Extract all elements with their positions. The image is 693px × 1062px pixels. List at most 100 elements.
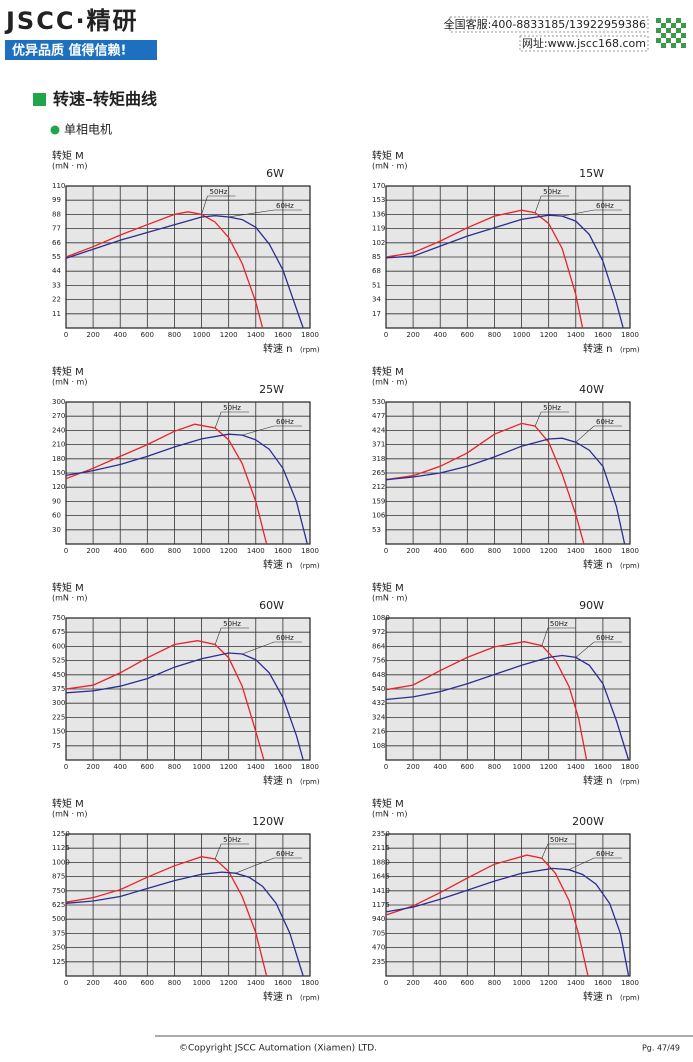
section-title: 转速–转矩曲线 [53,90,157,109]
icon-cell [666,28,671,33]
y-tick-label: 875 [52,873,65,881]
series-label: 60Hz [596,850,614,858]
x-tick-label: 800 [488,547,501,555]
x-tick-label: 400 [114,331,127,339]
leader-line [242,425,302,436]
curve [385,437,626,545]
x-axis-label: 转速 n [583,774,613,787]
y-tick-label: 66 [52,239,61,247]
x-axis-unit: (rpm) [620,994,640,1002]
leader-line [201,195,236,215]
y-tick-label: 11 [52,310,61,318]
icon-cell [676,28,681,33]
y-tick-label: 108 [372,742,385,750]
x-tick-label: 1000 [513,331,531,339]
y-tick-label: 300 [52,398,65,406]
x-axis-label: 转速 n [583,558,613,571]
plot-frame [385,401,631,545]
series-label: 60Hz [596,418,614,426]
x-axis-unit: (rpm) [300,778,320,786]
subsection-marker [50,125,60,135]
y-tick-label: 375 [52,929,65,937]
y-axis-label: 转矩 M [372,581,404,594]
y-tick-label: 625 [52,901,65,909]
y-tick-label: 675 [52,628,65,636]
curve [385,854,589,977]
x-tick-label: 1800 [301,979,319,987]
y-tick-label: 77 [52,225,61,233]
x-tick-label: 800 [488,331,501,339]
copyright: ©Copyright JSCC Automation (Xiamen) LTD. [179,1044,377,1054]
y-tick-label: 68 [372,267,381,275]
x-axis-unit: (rpm) [300,994,320,1002]
x-tick-label: 0 [384,979,388,987]
curve [385,422,585,545]
x-tick-label: 800 [488,763,501,771]
x-axis-label: 转速 n [263,774,293,787]
y-tick-label: 30 [52,526,61,534]
y-tick-label: 424 [372,426,386,434]
section-marker [33,93,46,106]
x-tick-label: 400 [114,763,127,771]
series-label: 50Hz [210,188,228,196]
curve [385,641,588,761]
x-tick-label: 200 [86,763,99,771]
y-tick-label: 235 [372,958,385,966]
series-label: 50Hz [550,620,568,628]
x-tick-label: 1600 [274,763,292,771]
x-tick-label: 200 [406,979,419,987]
x-tick-label: 1400 [247,979,265,987]
leader-line [568,857,622,870]
icon-cell [656,28,661,33]
y-tick-label: 1000 [52,858,70,866]
x-tick-label: 600 [141,547,154,555]
chart-title: 40W [579,383,604,396]
y-tick-label: 600 [52,642,65,650]
y-tick-label: 120 [52,483,65,491]
y-tick-label: 51 [372,281,381,289]
y-axis-unit: (mN · m) [52,378,87,387]
y-axis-unit: (mN · m) [372,378,407,387]
y-tick-label: 477 [372,412,385,420]
x-axis-label: 转速 n [263,558,293,571]
x-axis-label: 转速 n [583,990,613,1003]
x-tick-label: 400 [434,547,447,555]
y-tick-label: 371 [372,441,385,449]
hotline-box [449,16,649,33]
curve [385,867,630,977]
icon-cell [671,23,676,28]
chart-title: 60W [259,599,284,612]
y-tick-label: 300 [52,699,65,707]
x-tick-label: 400 [114,979,127,987]
y-tick-label: 210 [52,441,65,449]
y-tick-label: 53 [372,526,381,534]
chart-title: 90W [579,599,604,612]
x-tick-label: 400 [434,331,447,339]
x-tick-label: 1600 [594,763,612,771]
x-tick-label: 0 [64,763,68,771]
y-tick-label: 972 [372,628,385,636]
x-tick-label: 800 [168,979,181,987]
subsection-title: 单相电机 [64,123,112,137]
leader-line [541,843,576,859]
y-tick-label: 1410 [372,887,390,895]
curve [385,214,624,329]
curve [65,871,304,977]
x-tick-label: 1200 [540,331,558,339]
x-tick-label: 1800 [621,763,639,771]
x-tick-label: 0 [384,547,388,555]
slogan: 优异品质 值得信赖! [12,43,126,59]
series-label: 50Hz [223,620,241,628]
y-tick-label: 88 [52,210,61,218]
y-tick-label: 525 [52,657,65,665]
x-tick-label: 1200 [540,547,558,555]
x-tick-label: 1400 [247,763,265,771]
x-tick-label: 200 [86,331,99,339]
x-axis-unit: (rpm) [620,778,640,786]
series-label: 50Hz [543,404,561,412]
y-tick-label: 17 [372,310,381,318]
x-tick-label: 1600 [594,331,612,339]
x-tick-label: 1200 [540,979,558,987]
x-tick-label: 1800 [621,979,639,987]
x-axis-unit: (rpm) [300,562,320,570]
